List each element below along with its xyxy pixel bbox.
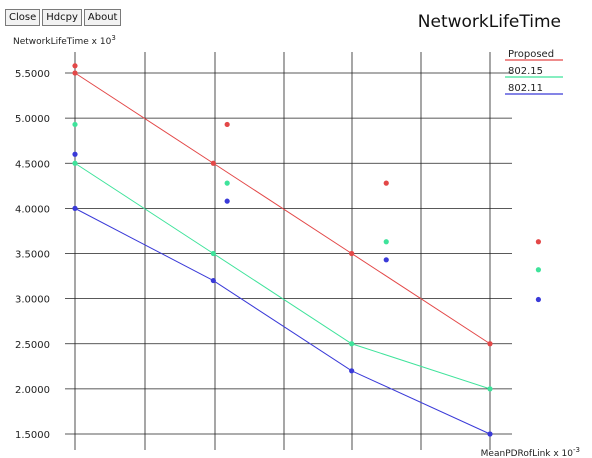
data-point [349, 341, 355, 347]
series-line [74, 207, 491, 435]
scatter-point [224, 180, 230, 186]
data-point [487, 431, 493, 437]
close-button[interactable]: Close [5, 9, 41, 26]
data-point [72, 70, 78, 76]
y-tick-label: 3.0000 [15, 295, 50, 306]
y-tick-label: 4.0000 [15, 204, 50, 215]
scatter-point [72, 121, 78, 128]
y-tick-label: 4.5000 [15, 159, 50, 170]
scatter-point [383, 180, 389, 186]
scatter-point [535, 296, 542, 303]
y-ticks: 1.5000 2.0000 2.5000 3.0000 3.5000 4.0000 4.50… [15, 69, 50, 441]
y-tick-label: 5.5000 [15, 69, 50, 80]
x-axis-label: MeanPDRofLink x 10-3 [481, 446, 580, 458]
toolbar: Close Hdcpy About [5, 9, 122, 26]
scatter-point [383, 239, 389, 245]
data-point [72, 205, 78, 211]
data-point [487, 386, 493, 392]
scatter-point [224, 121, 230, 128]
legend-label: 802.11 [508, 83, 543, 94]
data-point [349, 250, 355, 257]
hardcopy-button[interactable]: Hdcpy [42, 9, 82, 26]
legend: Proposed 802.15 802.11 [505, 49, 563, 95]
series-2 [72, 151, 542, 437]
data-point [72, 160, 78, 166]
series-line [74, 162, 491, 390]
scatter-point [72, 151, 78, 157]
data-point [210, 160, 216, 166]
data-point [487, 341, 493, 347]
y-tick-label: 5.0000 [15, 114, 50, 125]
legend-label: Proposed [508, 49, 554, 60]
scatter-point [535, 267, 542, 273]
y-tick-label: 1.5000 [15, 430, 50, 441]
y-tick-label: 3.5000 [15, 250, 50, 261]
scatter-point [383, 257, 389, 263]
data-point [210, 277, 216, 284]
grid [65, 52, 512, 450]
y-tick-label: 2.0000 [15, 385, 50, 396]
scatter-point [224, 198, 230, 204]
y-axis-label: NetworkLifeTime x 103 [13, 34, 116, 47]
scatter-point [535, 239, 542, 245]
series-line [74, 72, 491, 345]
series-1 [72, 121, 542, 392]
series-layer [72, 63, 542, 437]
about-button[interactable]: About [83, 9, 122, 26]
data-point [349, 368, 355, 374]
scatter-point [72, 63, 78, 69]
y-tick-label: 2.5000 [15, 340, 50, 351]
chart-title: NetworkLifeTime [418, 12, 561, 32]
legend-label: 802.15 [508, 66, 543, 77]
data-point [210, 250, 216, 257]
series-0 [72, 63, 542, 347]
